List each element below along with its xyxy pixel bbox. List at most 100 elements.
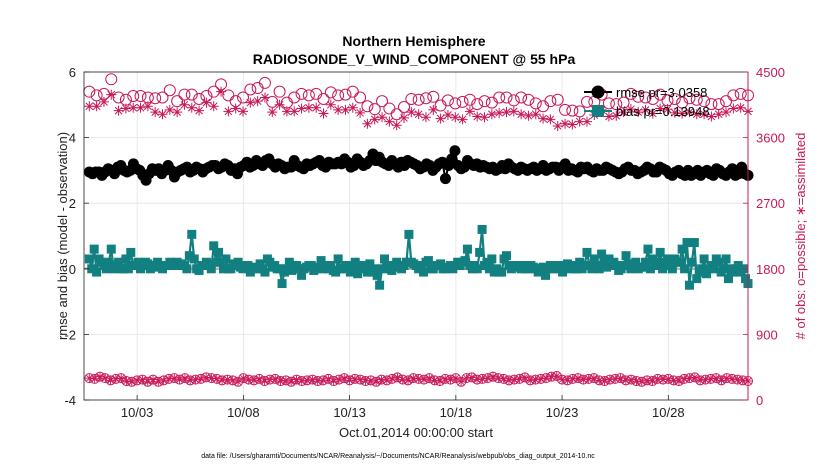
bias-marker (121, 254, 131, 264)
bias-marker (404, 229, 414, 239)
possible-obs-marker (185, 88, 198, 101)
possible-obs-marker (376, 95, 389, 108)
possible-obs-marker (324, 86, 337, 99)
bias-marker (702, 269, 712, 279)
bias-marker (719, 264, 729, 274)
possible-obs-marker (153, 376, 164, 387)
bias-marker (218, 264, 228, 274)
possible-obs-marker (624, 87, 637, 100)
bias-marker (92, 267, 102, 277)
x-tick-label: 10/08 (227, 405, 260, 420)
bias-marker (587, 264, 597, 274)
assimilated-obs-marker (201, 97, 212, 108)
assimilated-obs-marker (603, 111, 614, 122)
assimilated-obs-marker (545, 114, 556, 125)
possible-obs-marker (580, 95, 593, 108)
bias-marker (211, 257, 221, 267)
assimilated-obs-marker (391, 120, 402, 131)
bias-marker (682, 238, 692, 248)
possible-obs-marker (332, 89, 345, 102)
assimilated-obs-marker (568, 374, 577, 383)
assimilated-obs-marker (516, 109, 527, 120)
assimilated-obs-marker (520, 373, 529, 382)
assimilated-obs-marker (738, 376, 747, 385)
bias-marker (699, 254, 709, 264)
legend: rmse pr=3.0358 bias pr=0.13948 (584, 85, 710, 119)
bias-marker (692, 274, 702, 284)
assimilated-obs-marker (230, 103, 241, 114)
assimilated-obs-marker (637, 377, 646, 386)
assimilated-obs-marker (170, 374, 179, 383)
assimilated-obs-marker (633, 107, 644, 118)
bias-marker (126, 247, 136, 257)
bias-marker (477, 224, 487, 234)
assimilated-obs-marker (194, 105, 205, 116)
bias-marker (653, 257, 663, 267)
bias-marker (348, 264, 358, 274)
assimilated-obs-marker (441, 374, 450, 383)
possible-obs-marker (646, 92, 659, 105)
possible-obs-marker (456, 95, 469, 108)
bias-marker (723, 274, 733, 284)
assimilated-obs-marker (685, 374, 694, 383)
bias-marker (638, 262, 648, 272)
assimilated-obs-marker (329, 377, 338, 386)
possible-obs-marker (302, 89, 315, 102)
bias-marker (423, 256, 433, 266)
assimilated-obs-marker (245, 97, 256, 108)
possible-obs-marker (254, 373, 265, 384)
assimilated-obs-marker (281, 106, 292, 117)
assimilated-obs-marker (377, 112, 388, 123)
possible-obs-marker (529, 97, 542, 110)
y2-tick-label: 0 (756, 393, 763, 408)
bias-marker (89, 244, 99, 254)
assimilated-obs-marker (318, 108, 329, 119)
assimilated-obs-marker (690, 373, 699, 382)
assimilated-obs-marker (398, 375, 407, 384)
bias-marker (216, 257, 226, 267)
possible-obs-marker (559, 103, 572, 116)
possible-obs-marker (105, 73, 118, 86)
assimilated-obs-marker (393, 373, 402, 382)
bias-marker (623, 259, 633, 269)
assimilated-obs-marker (404, 376, 413, 385)
assimilated-obs-marker (157, 109, 168, 120)
bias-marker (714, 257, 724, 267)
possible-obs-marker (463, 93, 476, 106)
bias-marker (575, 257, 585, 267)
bias-marker (436, 259, 446, 269)
assimilated-obs-marker (581, 116, 592, 127)
bias-marker (602, 262, 612, 272)
assimilated-obs-marker (735, 102, 746, 113)
assimilated-obs-marker (691, 109, 702, 120)
bias-marker (497, 267, 507, 277)
possible-obs-marker (398, 100, 411, 113)
bias-marker (314, 262, 324, 272)
assimilated-obs-marker (191, 375, 200, 384)
assimilated-obs-marker (218, 376, 227, 385)
rmse-marker (439, 173, 451, 185)
bias-marker (84, 254, 94, 264)
assimilated-obs-marker (563, 376, 572, 385)
assimilated-obs-marker (499, 374, 508, 383)
assimilated-obs-marker (117, 374, 126, 383)
bias-marker (687, 257, 697, 267)
bias-marker (253, 264, 263, 274)
assimilated-obs-marker (340, 104, 351, 115)
assimilated-obs-marker (150, 107, 161, 118)
bias-marker (265, 257, 275, 267)
bias-marker (589, 254, 599, 264)
assimilated-obs-marker (133, 376, 142, 385)
bias-marker (675, 257, 685, 267)
bias-marker (655, 247, 665, 257)
assimilated-obs-marker (713, 109, 724, 120)
assimilated-obs-marker (350, 374, 359, 383)
assimilated-obs-marker (159, 376, 168, 385)
assimilated-obs-marker (95, 372, 104, 381)
possible-obs-marker (602, 97, 615, 110)
y2-tick-label: 2700 (756, 196, 785, 211)
assimilated-obs-marker (113, 105, 124, 116)
assimilated-obs-marker (202, 373, 211, 382)
bias-marker (243, 261, 253, 271)
rmse-marker (449, 145, 461, 157)
